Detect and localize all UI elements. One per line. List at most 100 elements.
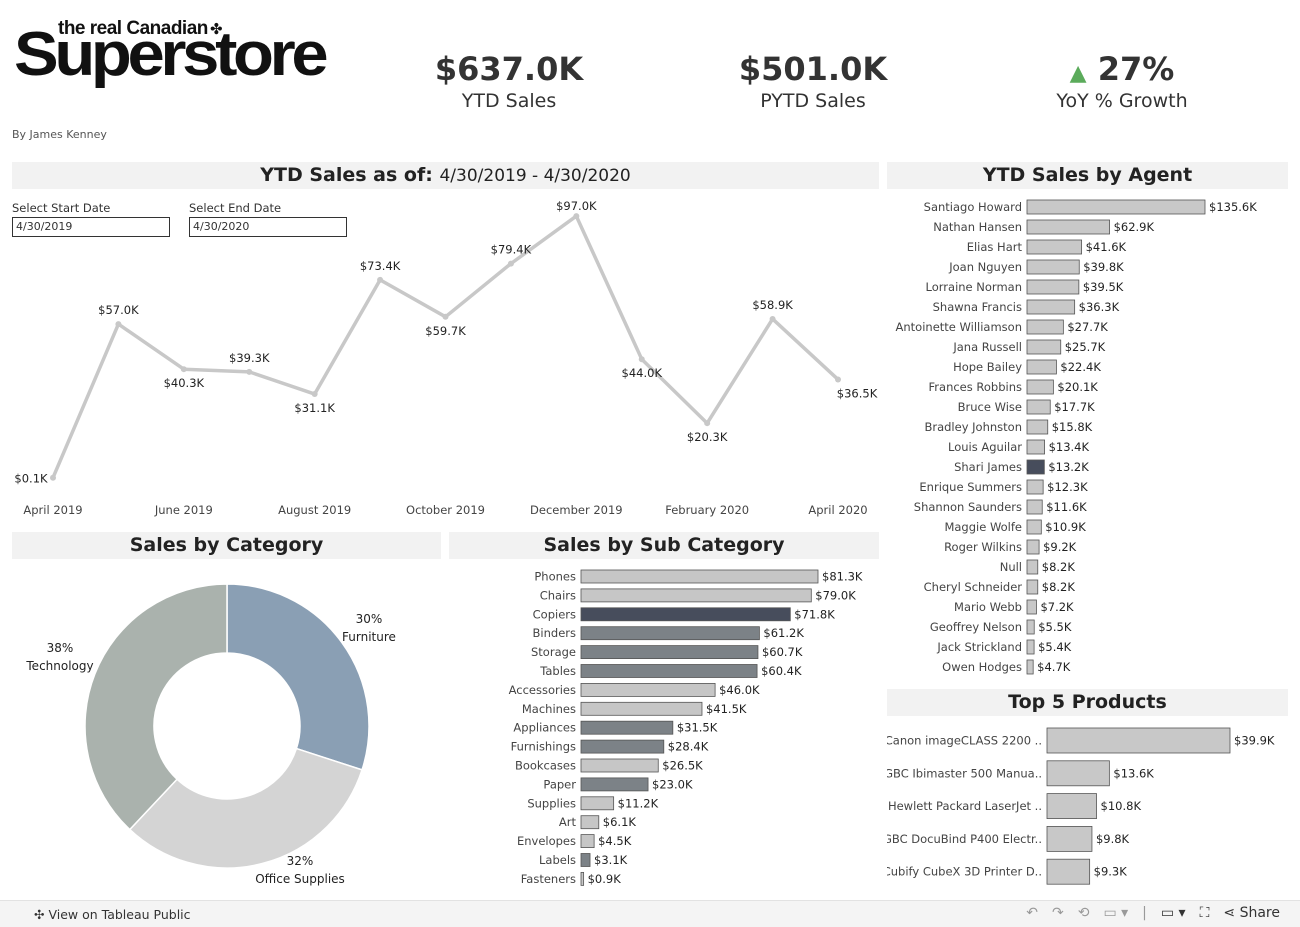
bar[interactable] bbox=[1046, 858, 1091, 885]
start-date-input[interactable]: 4/30/2019 bbox=[12, 217, 170, 237]
end-date-filter: Select End Date 4/30/2020 bbox=[189, 201, 347, 237]
bar[interactable] bbox=[1046, 760, 1110, 787]
bar[interactable] bbox=[580, 871, 585, 886]
bar[interactable] bbox=[1026, 659, 1034, 675]
bar-category-label: Cubify CubeX 3D Printer D.. bbox=[887, 865, 1042, 879]
bar[interactable] bbox=[580, 796, 615, 811]
bar-category-label: Mario Webb bbox=[954, 600, 1022, 614]
bar[interactable] bbox=[1026, 419, 1049, 435]
x-tick-label: December 2019 bbox=[530, 503, 623, 517]
bar[interactable] bbox=[1026, 199, 1206, 215]
donut-slice[interactable] bbox=[226, 583, 370, 771]
bar-value-label: $62.9K bbox=[1114, 220, 1155, 234]
line-data-label: $36.5K bbox=[837, 386, 878, 400]
bar[interactable] bbox=[1026, 559, 1039, 575]
bar[interactable] bbox=[1026, 539, 1040, 555]
bar-value-label: $15.8K bbox=[1052, 420, 1093, 434]
fullscreen-icon[interactable]: ⛶ bbox=[1199, 905, 1210, 921]
bar[interactable] bbox=[580, 815, 600, 830]
bar[interactable] bbox=[580, 701, 703, 716]
line-point[interactable] bbox=[180, 366, 187, 373]
bar-category-label: Binders bbox=[533, 626, 576, 640]
bar[interactable] bbox=[1026, 239, 1083, 255]
bar[interactable] bbox=[580, 569, 819, 584]
bar[interactable] bbox=[1026, 319, 1064, 335]
line-point[interactable] bbox=[507, 260, 514, 267]
bar[interactable] bbox=[1026, 259, 1080, 275]
bar-category-label: Elias Hart bbox=[967, 240, 1023, 254]
bar[interactable] bbox=[580, 739, 665, 754]
bar[interactable] bbox=[580, 758, 659, 773]
line-point[interactable] bbox=[573, 213, 580, 220]
line-point[interactable] bbox=[835, 376, 841, 383]
line-data-label: $39.3K bbox=[229, 351, 270, 365]
bar-value-label: $5.5K bbox=[1038, 620, 1072, 634]
bar[interactable] bbox=[1026, 339, 1062, 355]
bar[interactable] bbox=[1026, 479, 1044, 495]
bar[interactable] bbox=[1046, 793, 1097, 819]
x-tick-label: April 2019 bbox=[23, 503, 82, 517]
bar[interactable] bbox=[1026, 379, 1054, 395]
x-tick-label: February 2020 bbox=[665, 503, 749, 517]
bar[interactable] bbox=[580, 777, 649, 792]
line-point[interactable] bbox=[704, 420, 711, 427]
donut-slice[interactable] bbox=[84, 583, 228, 831]
revert-icon[interactable]: ⟲ bbox=[1077, 905, 1090, 921]
bar-value-label: $11.6K bbox=[1046, 500, 1087, 514]
kpi-yoy-growth: ▲ 27% YoY % Growth bbox=[1012, 50, 1232, 112]
bar[interactable] bbox=[580, 834, 595, 849]
bar-value-label: $4.5K bbox=[598, 834, 632, 848]
share-button[interactable]: ⋖ Share bbox=[1223, 905, 1280, 921]
line-point[interactable] bbox=[50, 474, 56, 481]
bar[interactable] bbox=[1026, 459, 1045, 475]
bar[interactable] bbox=[1026, 579, 1039, 595]
line-point[interactable] bbox=[638, 356, 645, 363]
bar-value-label: $3.1K bbox=[594, 853, 628, 867]
kpi-ytd-value: $637.0K bbox=[434, 50, 584, 88]
bar[interactable] bbox=[1026, 399, 1051, 415]
line-point[interactable] bbox=[311, 391, 318, 398]
comment-icon[interactable]: ▭ ▾ bbox=[1160, 905, 1186, 921]
bar[interactable] bbox=[1026, 279, 1080, 295]
bar[interactable] bbox=[1026, 439, 1045, 455]
bar[interactable] bbox=[580, 626, 760, 641]
bar[interactable] bbox=[1026, 619, 1035, 635]
bar[interactable] bbox=[580, 588, 812, 603]
bar[interactable] bbox=[580, 645, 759, 659]
line-point[interactable] bbox=[246, 368, 253, 375]
bar[interactable] bbox=[580, 720, 674, 735]
line-point[interactable] bbox=[377, 276, 384, 283]
donut-slice[interactable] bbox=[128, 747, 363, 869]
line-point[interactable] bbox=[115, 321, 122, 328]
start-date-label: Select Start Date bbox=[12, 201, 111, 215]
bar-value-label: $11.2K bbox=[618, 796, 659, 810]
bar[interactable] bbox=[580, 853, 591, 867]
bar-value-label: $9.2K bbox=[1043, 540, 1077, 554]
bar[interactable] bbox=[580, 683, 716, 697]
bar-value-label: $12.3K bbox=[1047, 480, 1088, 494]
pause-icon[interactable]: ▭ ▾ bbox=[1103, 905, 1129, 921]
bar[interactable] bbox=[580, 664, 758, 678]
line-point[interactable] bbox=[769, 315, 776, 322]
line-date-range: 4/30/2019 - 4/30/2020 bbox=[439, 166, 631, 186]
x-tick-label: June 2019 bbox=[154, 503, 213, 517]
bar[interactable] bbox=[1026, 219, 1110, 235]
bar[interactable] bbox=[580, 607, 791, 622]
bar-value-label: $28.4K bbox=[668, 740, 709, 754]
bar[interactable] bbox=[1026, 299, 1076, 315]
undo-icon[interactable]: ↶ bbox=[1026, 905, 1038, 921]
bar[interactable] bbox=[1026, 639, 1035, 655]
bar[interactable] bbox=[1026, 499, 1043, 515]
bar-value-label: $39.5K bbox=[1083, 280, 1124, 294]
end-date-input[interactable]: 4/30/2020 bbox=[189, 217, 347, 237]
bar[interactable] bbox=[1046, 727, 1231, 754]
redo-icon[interactable]: ↷ bbox=[1051, 905, 1064, 921]
bar-value-label: $9.8K bbox=[1096, 832, 1130, 846]
bar[interactable] bbox=[1046, 826, 1093, 852]
bar[interactable] bbox=[1026, 519, 1042, 535]
line-data-label: $57.0K bbox=[98, 303, 139, 317]
view-on-tableau-link[interactable]: ✣ View on Tableau Public bbox=[34, 907, 191, 922]
bar[interactable] bbox=[1026, 599, 1037, 615]
bar[interactable] bbox=[1026, 359, 1057, 375]
line-point[interactable] bbox=[442, 313, 449, 320]
